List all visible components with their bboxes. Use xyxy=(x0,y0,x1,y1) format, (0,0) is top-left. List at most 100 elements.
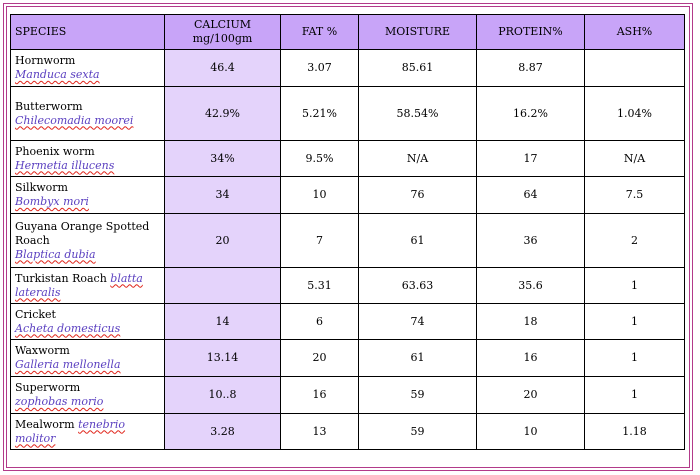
fat-cell: 7 xyxy=(280,213,359,268)
moisture-cell: 61 xyxy=(358,213,477,268)
protein-cell: 18 xyxy=(476,303,585,340)
calcium-cell: 46.4 xyxy=(164,49,281,87)
species-scientific-name: tenebrio molitor xyxy=(15,417,126,445)
header-fat: FAT % xyxy=(280,14,359,50)
fat-cell: 5.21% xyxy=(280,86,359,141)
calcium-cell: 10..8 xyxy=(164,376,281,414)
species-scientific-name: Blaptica dubia xyxy=(15,247,96,261)
moisture-cell: 61 xyxy=(358,339,477,377)
ash-cell: 1 xyxy=(584,303,685,340)
fat-cell: 3.07 xyxy=(280,49,359,87)
species-common-name: Superworm xyxy=(15,381,81,394)
table-body: Hornworm Manduca sexta 46.4 3.07 85.61 8.87 Bu… xyxy=(10,49,685,450)
species-cell: Turkistan Roach blatta lateralis xyxy=(10,267,165,304)
ash-cell: 1 xyxy=(584,376,685,414)
fat-cell: 6 xyxy=(280,303,359,340)
moisture-cell: 74 xyxy=(358,303,477,340)
table-row: Superworm zophobas morio 10..8 16 59 20 1 xyxy=(10,376,685,414)
moisture-cell: 59 xyxy=(358,413,477,450)
species-cell: Superworm zophobas morio xyxy=(10,376,165,414)
species-common-name: Butterworm xyxy=(15,99,83,113)
species-scientific-name: Chilecomadia moorei xyxy=(15,113,134,127)
moisture-cell: N/A xyxy=(358,140,477,177)
protein-cell: 10 xyxy=(476,413,585,450)
protein-cell: 20 xyxy=(476,376,585,414)
species-scientific-name: blatta lateralis xyxy=(15,271,143,299)
header-row: SPECIES CALCIUM mg/100gm FAT % MOISTURE P… xyxy=(10,14,685,50)
header-protein: PROTEIN% xyxy=(476,14,585,50)
species-cell: Hornworm Manduca sexta xyxy=(10,49,165,87)
fat-cell: 5.31 xyxy=(280,267,359,304)
species-cell: Guyana Orange Spotted Roach Blaptica dubi… xyxy=(10,213,165,268)
ash-cell: 1 xyxy=(584,339,685,377)
ash-cell xyxy=(584,49,685,87)
protein-cell: 16 xyxy=(476,339,585,377)
header-moisture: MOISTURE xyxy=(358,14,477,50)
nutrition-table: SPECIES CALCIUM mg/100gm FAT % MOISTURE P… xyxy=(10,14,685,450)
moisture-cell: 76 xyxy=(358,176,477,214)
species-common-name: Waxworm xyxy=(15,344,70,357)
species-scientific-name: Manduca sexta xyxy=(15,68,100,81)
ash-cell: 1.18 xyxy=(584,413,685,450)
protein-cell: 17 xyxy=(476,140,585,177)
species-cell: Butterworm Chilecomadia moorei xyxy=(10,86,165,141)
species-common-name: Hornworm xyxy=(15,54,76,67)
species-common-name: Cricket xyxy=(15,307,56,321)
species-common-name: Silkworm xyxy=(15,181,68,194)
species-scientific-name: Galleria mellonella xyxy=(15,358,121,371)
header-calcium-line1: CALCIUM xyxy=(194,18,251,31)
species-scientific-name: zophobas morio xyxy=(15,395,104,408)
species-common-name: Mealworm xyxy=(15,417,75,431)
calcium-cell xyxy=(164,267,281,304)
species-cell: Phoenix worm Hermetia illucens xyxy=(10,140,165,177)
calcium-cell: 42.9% xyxy=(164,86,281,141)
moisture-cell: 59 xyxy=(358,376,477,414)
fat-cell: 20 xyxy=(280,339,359,377)
ash-cell: N/A xyxy=(584,140,685,177)
fat-cell: 9.5% xyxy=(280,140,359,177)
header-species: SPECIES xyxy=(10,14,165,50)
page-border-outer xyxy=(3,3,693,471)
header-calcium: CALCIUM mg/100gm xyxy=(164,14,281,50)
species-scientific-name: Hermetia illucens xyxy=(15,158,115,172)
species-cell: Cricket Acheta domesticus xyxy=(10,303,165,340)
calcium-cell: 34% xyxy=(164,140,281,177)
species-common-name: Turkistan Roach xyxy=(15,271,107,285)
table-row: Butterworm Chilecomadia moorei 42.9% 5.21% 5… xyxy=(10,86,685,141)
ash-cell: 1.04% xyxy=(584,86,685,141)
protein-cell: 16.2% xyxy=(476,86,585,141)
species-common-name: Guyana Orange Spotted Roach xyxy=(15,219,150,247)
table-row: Hornworm Manduca sexta 46.4 3.07 85.61 8.87 xyxy=(10,49,685,87)
table-row: Guyana Orange Spotted Roach Blaptica dubi… xyxy=(10,213,685,268)
table-row: Mealworm tenebrio molitor 3.28 13 59 10 1.18 xyxy=(10,413,685,450)
fat-cell: 13 xyxy=(280,413,359,450)
calcium-cell: 34 xyxy=(164,176,281,214)
table-row: Phoenix worm Hermetia illucens 34% 9.5% N/A 1… xyxy=(10,140,685,177)
protein-cell: 8.87 xyxy=(476,49,585,87)
ash-cell: 1 xyxy=(584,267,685,304)
calcium-cell: 20 xyxy=(164,213,281,268)
species-scientific-name: Bombyx mori xyxy=(15,195,89,208)
calcium-cell: 13.14 xyxy=(164,339,281,377)
table-row: Turkistan Roach blatta lateralis 5.31 63.6… xyxy=(10,267,685,304)
calcium-cell: 14 xyxy=(164,303,281,340)
header-ash: ASH% xyxy=(584,14,685,50)
moisture-cell: 58.54% xyxy=(358,86,477,141)
protein-cell: 36 xyxy=(476,213,585,268)
table-row: Waxworm Galleria mellonella 13.14 20 61 16 1 xyxy=(10,339,685,377)
moisture-cell: 63.63 xyxy=(358,267,477,304)
species-cell: Mealworm tenebrio molitor xyxy=(10,413,165,450)
moisture-cell: 85.61 xyxy=(358,49,477,87)
page-border-inner xyxy=(6,6,690,468)
species-cell: Silkworm Bombyx mori xyxy=(10,176,165,214)
header-calcium-line2: mg/100gm xyxy=(192,32,253,45)
fat-cell: 16 xyxy=(280,376,359,414)
protein-cell: 64 xyxy=(476,176,585,214)
table-row: Silkworm Bombyx mori 34 10 76 64 7.5 xyxy=(10,176,685,214)
ash-cell: 2 xyxy=(584,213,685,268)
species-common-name: Phoenix worm xyxy=(15,144,95,158)
species-cell: Waxworm Galleria mellonella xyxy=(10,339,165,377)
ash-cell: 7.5 xyxy=(584,176,685,214)
species-scientific-name: Acheta domesticus xyxy=(15,321,121,335)
fat-cell: 10 xyxy=(280,176,359,214)
